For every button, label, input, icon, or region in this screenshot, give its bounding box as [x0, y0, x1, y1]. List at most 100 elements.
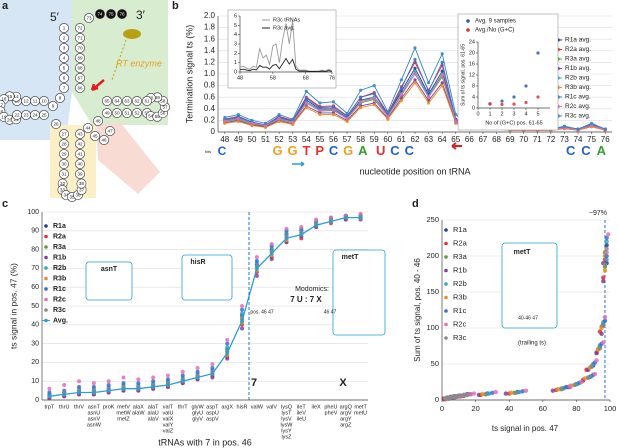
annotation: metT — [514, 249, 531, 256]
x-tick-label: 80 — [572, 404, 580, 413]
data-point — [223, 119, 227, 123]
data-point — [121, 381, 126, 386]
data-point — [576, 127, 580, 131]
y-tick-label: 2.0 — [204, 11, 216, 20]
nucleotide — [75, 63, 85, 73]
data-point — [62, 392, 67, 397]
nucleotide-label: 65 — [104, 99, 110, 104]
nucleotide — [59, 169, 69, 179]
nucleotide-label: 35 — [69, 195, 75, 200]
data-point — [359, 88, 363, 92]
data-point — [476, 392, 482, 398]
y-tick-label: 0 — [234, 69, 237, 75]
enzyme-label: RT enzyme — [116, 58, 162, 68]
data-point — [121, 386, 126, 391]
nucleotide-label: 46 — [101, 138, 107, 143]
x-tick-label: alaW — [132, 410, 145, 416]
nucleotide-label: 68 — [77, 66, 83, 71]
legend-marker — [44, 287, 48, 291]
data-point — [225, 341, 230, 346]
data-point — [299, 225, 304, 230]
data-point — [399, 86, 404, 91]
nucleotide — [75, 33, 85, 43]
legend-label: R3c — [53, 307, 66, 314]
data-point — [468, 392, 473, 397]
nucleotide-label: 26 — [53, 122, 59, 127]
nucleotide-label: 19 — [1, 114, 7, 119]
x-tick-label: asnU — [87, 410, 100, 416]
nucleotide-label: 41 — [77, 152, 83, 157]
legend-label: R1c — [53, 286, 66, 293]
data-point — [426, 101, 431, 105]
sequence-logo: C — [218, 144, 227, 158]
data-point — [254, 266, 259, 271]
y-tick-label: 1.8 — [204, 23, 216, 32]
data-point — [328, 219, 333, 224]
x-tick-label: argV — [340, 410, 352, 416]
data-point — [604, 239, 609, 244]
data-point — [223, 121, 227, 125]
nucleotide-label: 23 — [23, 113, 29, 118]
x-tick-label: 48 — [220, 135, 229, 144]
data-point — [536, 51, 540, 55]
y-tick-label: 0 — [435, 395, 439, 404]
nucleotide-label: 27 — [61, 132, 67, 137]
annotation: (trailing ts) — [518, 341, 546, 347]
legend-label: R1b — [453, 265, 467, 274]
y-tick-label: 1.4 — [204, 46, 216, 55]
data-point — [180, 373, 185, 378]
data-point — [345, 119, 349, 124]
data-point — [567, 384, 572, 389]
x-tick-label: 50 — [248, 135, 257, 144]
nucleotide-label: 64 — [114, 99, 120, 104]
x-tick-label: 67 — [478, 135, 487, 144]
data-point — [318, 106, 322, 110]
rt-enzyme — [123, 29, 141, 39]
data-point — [91, 390, 96, 395]
legend-marker — [44, 318, 48, 323]
data-point — [240, 326, 245, 331]
legend-marker — [444, 336, 448, 340]
x-tick-label: asnW — [87, 422, 102, 428]
data-point — [579, 379, 584, 385]
annotation: 7 — [251, 377, 257, 389]
nucleotide — [59, 139, 69, 149]
x-tick-label: glyU — [192, 410, 203, 416]
y-tick-label: 1 — [234, 60, 237, 66]
data-point — [225, 337, 230, 342]
data-point — [550, 388, 556, 393]
data-point — [524, 100, 528, 105]
data-point — [483, 392, 488, 397]
series-line — [49, 216, 361, 397]
data-point — [399, 78, 404, 82]
nucleotide — [59, 63, 69, 73]
y-tick-label: 2 — [234, 51, 237, 57]
x-tick-label: valV — [266, 404, 277, 410]
nucleotide-label: 7 — [63, 86, 66, 91]
nucleotide-label: 28 — [61, 142, 67, 147]
nucleotide-label: 34 — [63, 193, 69, 198]
annotation: ~97% — [589, 210, 607, 217]
nucleotide-label: 73 — [86, 16, 92, 21]
data-point — [331, 113, 336, 117]
x-tick-label: glyW — [191, 404, 204, 410]
data-point — [77, 379, 82, 384]
data-point — [254, 255, 259, 260]
y-tick-label: 40 — [31, 322, 39, 329]
y-tick-label: 1.0 — [204, 69, 216, 78]
nucleotide — [122, 108, 132, 118]
nucleotide — [122, 96, 132, 106]
x-tick-label: lysY — [281, 428, 292, 434]
data-point — [488, 102, 492, 106]
nucleotide-label: 48 — [95, 119, 101, 124]
data-point — [604, 235, 609, 241]
y-tick-label: 16 — [469, 61, 475, 67]
data-point — [314, 223, 319, 228]
data-point — [413, 46, 417, 50]
nucleotide — [75, 159, 85, 169]
nucleotide — [93, 116, 103, 126]
data-point — [291, 117, 295, 121]
y-axis-label: ts signal in pos. 47 (%) — [8, 263, 18, 349]
nucleotide-label: 12 — [23, 99, 29, 104]
nucleotide — [76, 178, 87, 189]
